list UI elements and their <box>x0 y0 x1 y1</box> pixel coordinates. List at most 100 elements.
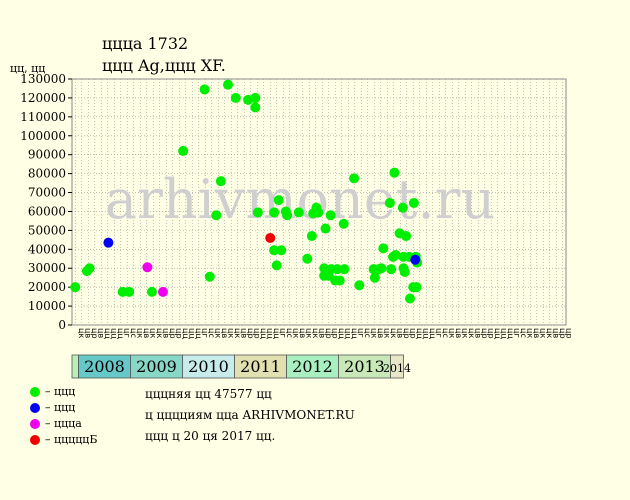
legend-label: – цццa <box>45 417 82 430</box>
data-point <box>332 264 343 275</box>
year-label: 2009 <box>136 357 177 376</box>
x-month-label: цк <box>304 328 313 338</box>
x-month-label: цк <box>135 328 144 338</box>
info-source: ц цццциям ццa ARHIVMONET.RU <box>145 408 355 422</box>
year-label: 2013 <box>344 357 385 376</box>
year-label: 2008 <box>84 357 125 376</box>
x-month-label: цр <box>168 328 177 339</box>
data-point <box>70 282 81 293</box>
data-point <box>325 210 336 221</box>
x-month-label: цк <box>311 328 320 338</box>
x-month-label: цц <box>109 328 118 339</box>
data-point <box>389 167 400 178</box>
watermark: arhivmonet.ru <box>105 168 495 231</box>
y-tick-label: 120000 <box>20 91 66 105</box>
x-month-label: цр <box>480 328 489 339</box>
x-month-label: цк <box>155 328 164 338</box>
x-month-label: цс <box>519 328 528 338</box>
x-month-label: цр <box>324 328 333 339</box>
data-point <box>204 271 215 282</box>
data-point <box>215 176 226 187</box>
x-month-label: цк <box>460 328 469 338</box>
y-tick-label: 60000 <box>28 204 66 218</box>
data-point <box>124 286 135 297</box>
x-month-label: цр <box>486 328 495 339</box>
data-point <box>158 286 168 297</box>
x-month-label: цр <box>174 328 183 339</box>
x-month-label: цг <box>512 328 521 338</box>
x-month-label: цц <box>103 328 112 339</box>
x-month-label: цц <box>428 328 437 339</box>
x-month-label: цр <box>246 328 255 339</box>
x-month-label: цц <box>493 328 502 339</box>
y-tick-label: 10000 <box>28 299 66 313</box>
x-month-label: цг <box>356 328 365 338</box>
data-point <box>378 243 389 254</box>
x-month-label: цк <box>447 328 456 338</box>
y-tick-label: 110000 <box>20 110 66 124</box>
y-tick-label: 130000 <box>20 72 66 86</box>
data-point <box>408 197 419 208</box>
x-axis-months: цкцвцрцвцццццццгцсцкцвцкцкцвцрцрцццццццг… <box>77 328 574 339</box>
data-point <box>369 272 380 283</box>
x-month-label: цг <box>278 328 287 338</box>
chart-subtitle: ццц Ag,ццц XF. <box>102 56 226 75</box>
year-cell <box>390 354 404 379</box>
y-tick-label: 30000 <box>28 261 66 275</box>
x-month-label: цц <box>337 328 346 339</box>
year-label: 2012 <box>292 357 333 376</box>
info-average: цццняя цц 47577 цц <box>145 387 272 401</box>
legend: – ццц – ццц – цццa – цццццБ <box>30 384 97 448</box>
x-month-label: цц <box>350 328 359 339</box>
data-point <box>339 264 350 275</box>
x-month-label: цс <box>441 328 450 338</box>
data-point <box>250 102 261 113</box>
x-month-label: цк <box>538 328 547 338</box>
x-month-label: цв <box>376 328 385 338</box>
legend-item: – цццццБ <box>30 432 97 448</box>
info-block: цццняя цц 47577 цц ц цццциям ццa ARHIVMO… <box>145 384 355 447</box>
data-point <box>276 245 287 256</box>
data-point <box>252 207 263 218</box>
data-point <box>146 286 157 297</box>
data-point <box>199 84 210 95</box>
data-points <box>70 79 423 304</box>
x-month-label: цк <box>226 328 235 338</box>
x-month-label: цц <box>499 328 508 339</box>
x-month-label: цв <box>532 328 541 338</box>
x-month-label: цц <box>187 328 196 339</box>
x-month-label: цк <box>467 328 476 338</box>
data-point <box>411 282 422 293</box>
chart-title: ццца 1732 <box>102 34 188 53</box>
legend-label: – ццц <box>45 385 76 398</box>
x-month-label: цк <box>525 328 534 338</box>
x-month-label: цв <box>96 328 105 338</box>
data-point <box>271 260 282 271</box>
data-point <box>399 267 410 278</box>
x-month-label: цв <box>239 328 248 338</box>
x-month-label: цр <box>402 328 411 339</box>
data-point <box>230 92 241 103</box>
x-month-label: цк <box>148 328 157 338</box>
data-point <box>84 263 95 274</box>
x-month-label: цр <box>408 328 417 339</box>
x-month-label: цр <box>558 328 567 339</box>
y-axis: 0 10000 20000 30000 40000 50000 60000 70000 8000… <box>20 72 72 332</box>
data-point <box>401 231 412 242</box>
x-month-label: цк <box>545 328 554 338</box>
x-month-label: цк <box>382 328 391 338</box>
legend-swatch <box>30 387 40 397</box>
data-point <box>338 218 349 229</box>
x-month-label: цв <box>298 328 307 338</box>
x-month-label: цц <box>181 328 190 339</box>
year-label: 2010 <box>188 357 229 376</box>
y-tick-label: 80000 <box>28 167 66 181</box>
x-month-label: цц <box>259 328 268 339</box>
x-month-label: цц <box>415 328 424 339</box>
x-month-label: цв <box>83 328 92 338</box>
data-point <box>386 264 397 275</box>
x-month-label: цв <box>142 328 151 338</box>
y-tick-label: 90000 <box>28 148 66 162</box>
data-point <box>376 263 387 274</box>
